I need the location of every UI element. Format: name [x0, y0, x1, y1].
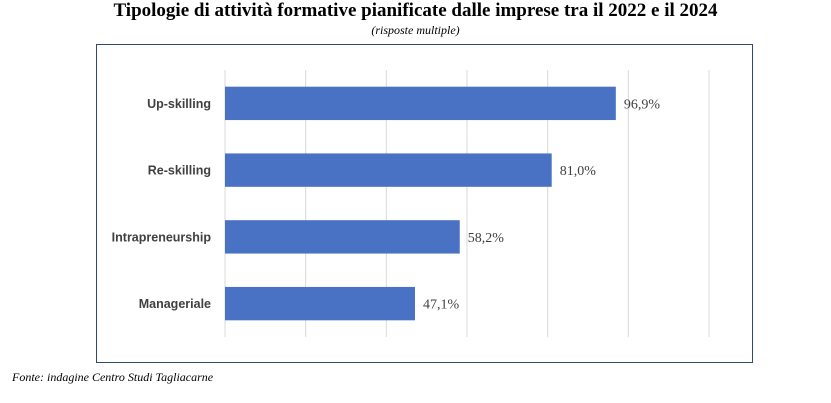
- category-label: Up-skilling: [147, 97, 211, 111]
- category-label: Intrapreneurship: [112, 230, 212, 244]
- bar-up-skilling: [225, 86, 616, 121]
- labels: Up-skilling 96,9% Re-skilling 81,0% Intrapre…: [112, 97, 661, 313]
- bar-re-skilling: [225, 153, 552, 187]
- value-label: 81,0%: [560, 164, 597, 179]
- bar-intrapreneurship: [225, 220, 460, 254]
- bars: [225, 86, 616, 321]
- value-label: 58,2%: [468, 231, 505, 246]
- value-label: 47,1%: [423, 298, 460, 313]
- category-label: Manageriale: [139, 297, 211, 311]
- source-note: Fonte: indagine Centro Studi Tagliacarne: [12, 370, 214, 384]
- chart-subtitle: (risposte multiple): [371, 23, 460, 37]
- value-label: 96,9%: [624, 97, 661, 112]
- category-label: Re-skilling: [148, 164, 211, 178]
- bar-manageriale: [225, 286, 415, 321]
- chart-title: Tipologie di attività formative pianific…: [113, 0, 718, 21]
